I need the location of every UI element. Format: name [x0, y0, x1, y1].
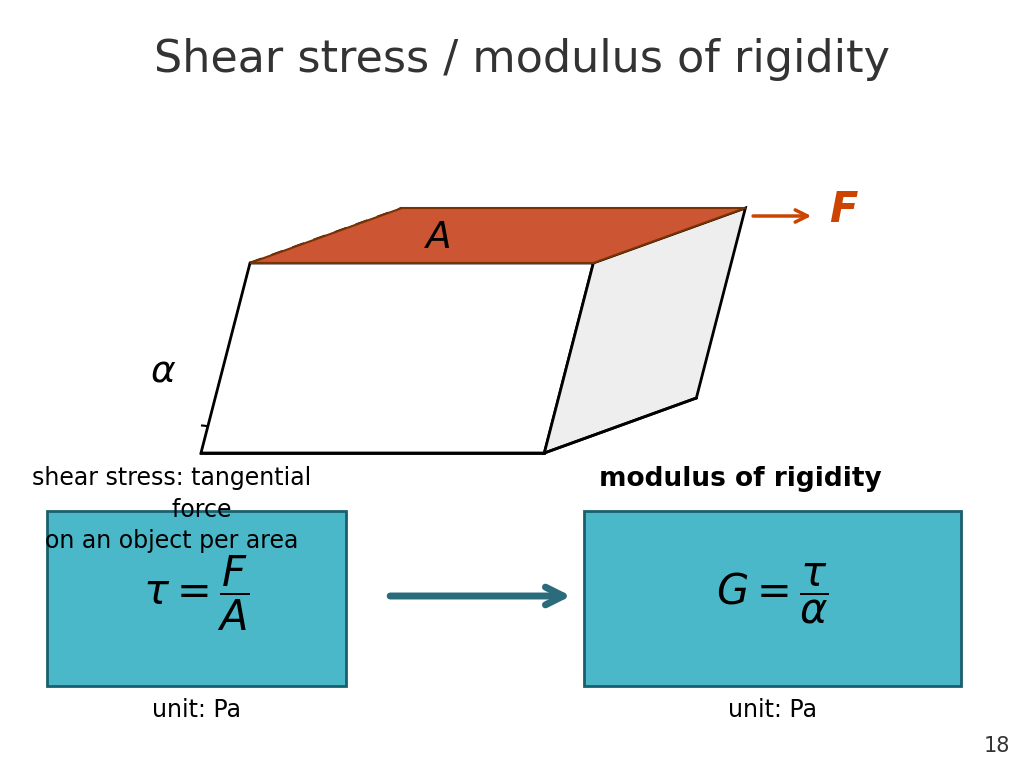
- Text: $G = \dfrac{\tau}{\alpha}$: $G = \dfrac{\tau}{\alpha}$: [716, 561, 828, 625]
- Text: F: F: [828, 189, 857, 231]
- Text: $\tau = \dfrac{F}{A}$: $\tau = \dfrac{F}{A}$: [143, 554, 250, 633]
- Text: $A$: $A$: [423, 220, 450, 256]
- Text: modulus of rigidity: modulus of rigidity: [599, 466, 882, 492]
- FancyBboxPatch shape: [47, 511, 346, 686]
- Polygon shape: [250, 208, 745, 263]
- Text: unit: Pa: unit: Pa: [728, 698, 817, 722]
- Text: $\alpha$: $\alpha$: [150, 353, 176, 389]
- FancyBboxPatch shape: [584, 511, 962, 686]
- Text: shear stress: tangential
        force
on an object per area: shear stress: tangential force on an obj…: [32, 466, 311, 553]
- Text: Shear stress / modulus of rigidity: Shear stress / modulus of rigidity: [154, 38, 890, 81]
- Polygon shape: [545, 208, 745, 453]
- Text: unit: Pa: unit: Pa: [152, 698, 241, 722]
- Text: 18: 18: [984, 736, 1011, 756]
- Polygon shape: [201, 263, 593, 453]
